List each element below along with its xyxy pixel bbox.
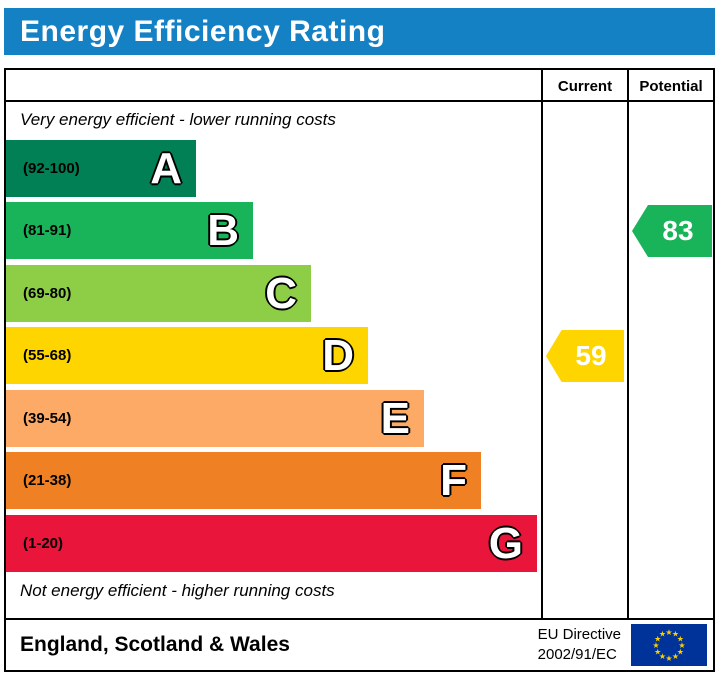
svg-text:★: ★ (659, 630, 666, 639)
band-range-label: (69-80) (23, 285, 72, 302)
top-note: Very energy efficient - lower running co… (20, 110, 336, 129)
eu-directive-label: EU Directive 2002/91/EC (538, 625, 621, 666)
eu-directive-line2: 2002/91/EC (537, 646, 617, 663)
svg-text:★: ★ (659, 652, 666, 661)
band-row-b: (81-91) B (6, 202, 253, 259)
band-range-label: (39-54) (23, 410, 72, 427)
svg-text:★: ★ (672, 630, 679, 639)
svg-text:★: ★ (665, 628, 672, 637)
band-letter: C (265, 268, 297, 318)
band-row-c: (69-80) C (6, 265, 311, 322)
region-label: England, Scotland & Wales (20, 633, 290, 656)
band-letter: B (207, 205, 239, 255)
band-letter: F (440, 455, 467, 505)
svg-text:★: ★ (654, 647, 661, 656)
svg-text:★: ★ (677, 634, 684, 643)
band-row-f: (21-38) F (6, 452, 481, 509)
svg-text:★: ★ (678, 641, 685, 650)
bottom-note: Not energy efficient - higher running co… (20, 581, 335, 600)
footer: England, Scotland & Wales EU Directive 2… (4, 620, 715, 672)
band-row-e: (39-54) E (6, 390, 424, 447)
band-range-label: (81-91) (23, 222, 72, 239)
band-letter: D (322, 330, 354, 380)
potential-rating-value: 83 (662, 215, 694, 246)
page-header: Energy Efficiency Rating (4, 8, 715, 55)
eu-directive-line1: EU Directive (537, 625, 621, 643)
current-arrow: 59 (546, 330, 624, 382)
svg-text:★: ★ (654, 634, 661, 643)
band-range-label: (1-20) (23, 535, 64, 552)
rating-chart: Current Potential Very energy efficient … (4, 68, 715, 620)
current-column-header: Current (557, 77, 613, 95)
chart-body: Very energy efficient - lower running co… (6, 104, 713, 618)
band-row-g: (1-20) G (6, 515, 537, 572)
band-range-label: (55-68) (23, 347, 72, 364)
band-row-a: (92-100) A (6, 140, 196, 197)
svg-text:★: ★ (665, 654, 672, 663)
band-letter: E (380, 393, 410, 443)
band-row-d: (55-68) D (6, 327, 368, 384)
eu-flag-icon: ★ ★ ★ ★ ★ ★ ★ ★ ★ ★ ★ ★ (631, 624, 707, 666)
band-range-label: (92-100) (23, 160, 80, 177)
column-header-row (6, 70, 713, 102)
current-rating-value: 59 (575, 340, 607, 371)
svg-text:★: ★ (677, 647, 684, 656)
svg-text:★: ★ (652, 641, 659, 650)
current-column-divider (541, 70, 543, 618)
band-letter: A (150, 143, 182, 193)
band-range-label: (21-38) (23, 472, 72, 489)
svg-text:★: ★ (672, 652, 679, 661)
page-title: Energy Efficiency Rating (20, 14, 386, 48)
potential-arrow: 83 (632, 205, 712, 257)
potential-column-header: Potential (639, 77, 703, 95)
band-letter: G (488, 518, 523, 568)
potential-column-divider (627, 70, 629, 618)
